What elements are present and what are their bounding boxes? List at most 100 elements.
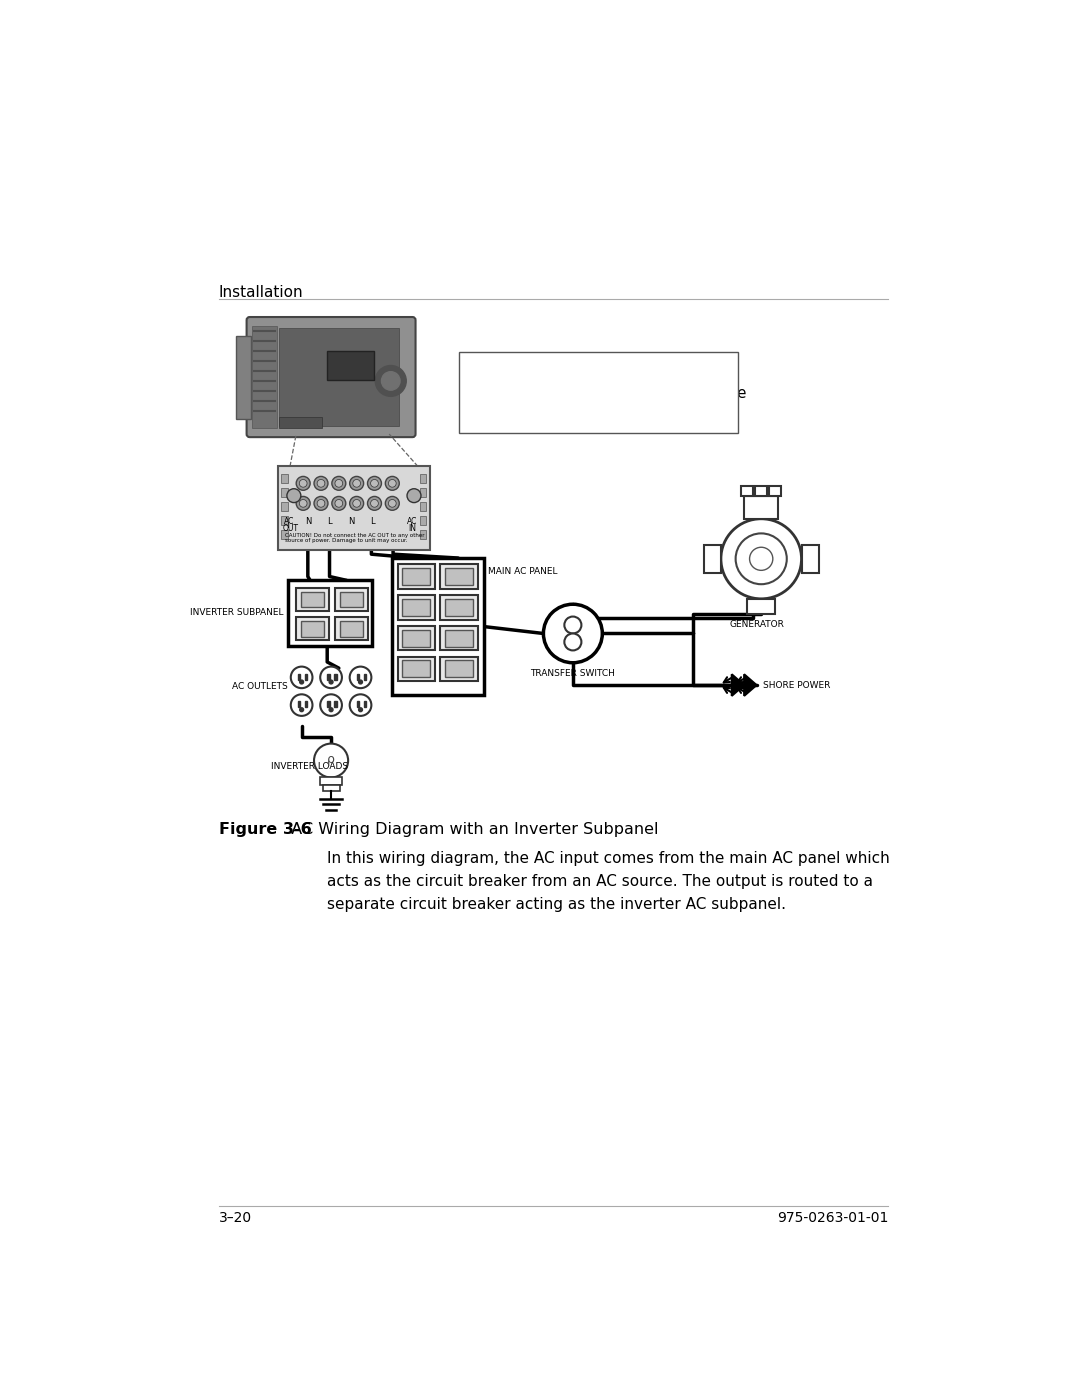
Circle shape xyxy=(332,476,346,490)
Bar xyxy=(335,617,367,640)
Circle shape xyxy=(389,500,396,507)
Circle shape xyxy=(359,708,363,711)
Bar xyxy=(392,557,484,696)
Text: AC: AC xyxy=(407,517,418,527)
Bar xyxy=(235,335,252,419)
Circle shape xyxy=(386,476,400,490)
Circle shape xyxy=(318,479,325,488)
Bar xyxy=(445,569,473,585)
Bar xyxy=(296,617,328,640)
Circle shape xyxy=(321,694,342,715)
Circle shape xyxy=(291,694,312,715)
Text: Figure 3-6: Figure 3-6 xyxy=(218,823,311,837)
Bar xyxy=(339,592,363,608)
Circle shape xyxy=(296,496,310,510)
Bar xyxy=(445,661,473,678)
Circle shape xyxy=(335,479,342,488)
Circle shape xyxy=(335,500,342,507)
Bar xyxy=(403,630,430,647)
Bar xyxy=(397,626,435,651)
Bar xyxy=(397,595,435,620)
Circle shape xyxy=(314,496,328,510)
Circle shape xyxy=(314,743,348,778)
Circle shape xyxy=(375,366,406,397)
Circle shape xyxy=(367,476,381,490)
Circle shape xyxy=(350,476,364,490)
Bar xyxy=(420,502,427,511)
Polygon shape xyxy=(744,675,757,696)
Bar xyxy=(744,496,779,518)
Circle shape xyxy=(291,666,312,689)
Circle shape xyxy=(314,476,328,490)
Bar xyxy=(301,622,324,637)
Circle shape xyxy=(318,500,325,507)
Bar xyxy=(327,351,374,380)
Bar xyxy=(339,622,363,637)
Circle shape xyxy=(565,616,581,633)
Circle shape xyxy=(407,489,421,503)
Bar xyxy=(364,673,366,680)
Text: IN: IN xyxy=(408,524,417,534)
Circle shape xyxy=(350,694,372,715)
Circle shape xyxy=(332,496,346,510)
Bar xyxy=(801,545,819,573)
Text: Note:  Do NOT connect the
          AC OUT Neutral and Line to the
          AC : Note: Do NOT connect the AC OUT Neutral … xyxy=(470,363,746,423)
Bar xyxy=(397,564,435,588)
Text: INVERTER SUBPANEL: INVERTER SUBPANEL xyxy=(190,608,284,617)
Circle shape xyxy=(296,476,310,490)
Text: INVERTER LOADS: INVERTER LOADS xyxy=(271,763,348,771)
Bar xyxy=(298,673,300,680)
Bar xyxy=(298,701,300,707)
Circle shape xyxy=(735,534,786,584)
Bar xyxy=(356,673,359,680)
Circle shape xyxy=(299,680,303,685)
Text: In this wiring diagram, the AC input comes from the main AC panel which
acts as : In this wiring diagram, the AC input com… xyxy=(327,851,890,912)
Bar xyxy=(441,657,477,682)
Bar xyxy=(445,630,473,647)
Bar xyxy=(420,488,427,497)
Bar xyxy=(321,778,342,785)
Text: GENERATOR: GENERATOR xyxy=(730,620,785,630)
Bar xyxy=(282,488,287,497)
Bar xyxy=(288,580,373,645)
Circle shape xyxy=(721,518,801,599)
Text: ρ: ρ xyxy=(327,753,335,766)
Bar xyxy=(305,701,307,707)
Bar xyxy=(403,599,430,616)
Circle shape xyxy=(350,496,364,510)
Bar xyxy=(301,592,324,608)
Circle shape xyxy=(359,680,363,685)
Circle shape xyxy=(321,666,342,689)
Circle shape xyxy=(329,680,333,685)
Bar xyxy=(279,328,400,426)
Text: CAUTION! Do not connect the AC OUT to any other
source of power. Damage to unit : CAUTION! Do not connect the AC OUT to an… xyxy=(284,532,424,543)
Text: L: L xyxy=(327,517,332,527)
FancyBboxPatch shape xyxy=(246,317,416,437)
Circle shape xyxy=(299,479,307,488)
Bar xyxy=(296,588,328,610)
Bar xyxy=(445,599,473,616)
Text: TRANSFER SWITCH: TRANSFER SWITCH xyxy=(530,669,616,678)
Polygon shape xyxy=(732,675,744,696)
Text: AC: AC xyxy=(284,517,294,527)
Text: AC Wiring Diagram with an Inverter Subpanel: AC Wiring Diagram with an Inverter Subpa… xyxy=(281,823,658,837)
Circle shape xyxy=(565,633,581,651)
Bar xyxy=(420,474,427,483)
Text: OUT: OUT xyxy=(282,524,298,534)
Bar xyxy=(741,486,754,496)
Bar xyxy=(282,502,287,511)
Text: N: N xyxy=(305,517,311,527)
Circle shape xyxy=(350,666,372,689)
Circle shape xyxy=(287,489,301,503)
Bar xyxy=(403,661,430,678)
Text: Installation: Installation xyxy=(218,285,303,300)
Bar xyxy=(769,486,781,496)
Bar xyxy=(755,486,768,496)
Bar xyxy=(282,474,287,483)
Circle shape xyxy=(329,708,333,711)
Circle shape xyxy=(750,548,773,570)
Circle shape xyxy=(370,479,378,488)
Bar xyxy=(279,467,430,549)
Text: AC OUTLETS: AC OUTLETS xyxy=(232,682,287,692)
Bar xyxy=(364,701,366,707)
